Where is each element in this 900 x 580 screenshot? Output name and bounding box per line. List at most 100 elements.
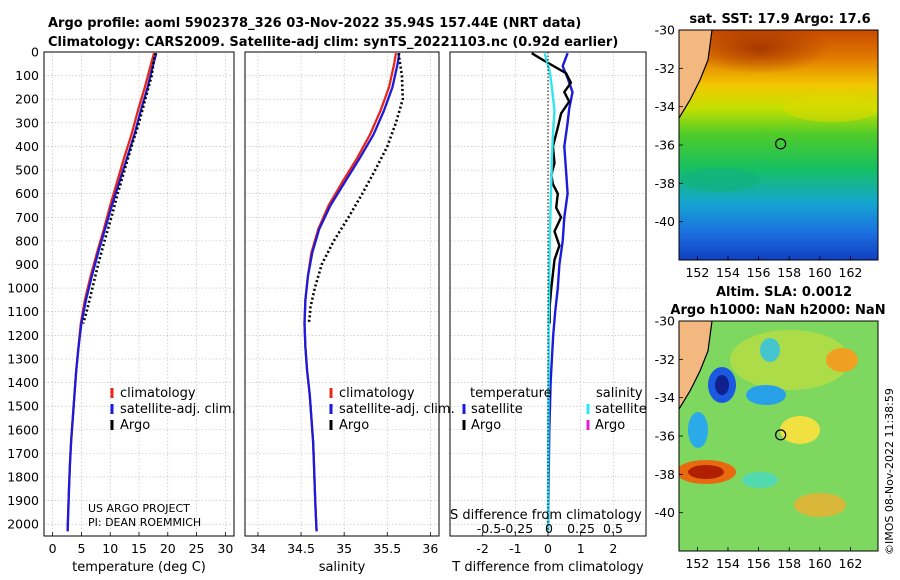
map-y-tick-label: -36 (655, 429, 675, 444)
map-y-tick-label: -34 (655, 99, 675, 114)
project-label: US ARGO PROJECT (88, 502, 190, 515)
x-tick-label: 34 (250, 541, 266, 556)
y-tick-label: 1300 (7, 351, 39, 366)
x-tick-label: 25 (189, 541, 205, 556)
sla-coastline (679, 321, 713, 410)
title-line-1: Argo profile: aoml 5902378_326 03-Nov-20… (48, 16, 581, 31)
y-tick-label: 900 (15, 257, 39, 272)
map-y-tick-label: -32 (655, 352, 675, 367)
sla-blob (730, 330, 850, 390)
map-x-tick-label: 154 (716, 556, 740, 571)
x-tick-label: 34.5 (287, 541, 315, 556)
s-tick-label: 0.5 (603, 521, 623, 536)
timestamp: ©IMOS 08-Nov-2022 11:38:59 (883, 388, 896, 555)
sst-map-title: sat. SST: 17.9 Argo: 17.6 (689, 12, 870, 27)
map-x-tick-label: 156 (747, 265, 771, 280)
y-tick-label: 400 (15, 139, 39, 154)
legend-t-satellite: satellite (471, 402, 523, 417)
sla-high-4 (794, 493, 846, 517)
s-tick-label: -0.5 (477, 521, 501, 536)
y-tick-label: 500 (15, 163, 39, 178)
map-x-tick-label: 162 (839, 556, 863, 571)
sla-map-axes: 152 154 156 158 160 162 -30 -32 -34 -36 -38 -40 (655, 314, 863, 572)
legend-s-satellite: satellite (595, 402, 647, 417)
sst-warm-core (690, 30, 830, 74)
map-x-tick-label: 156 (747, 556, 771, 571)
sst-patch (680, 168, 760, 192)
sst-map: 152 154 156 158 160 162 -30 -32 -34 -36 -38 -40 (655, 23, 879, 281)
difference-legend: temperature salinity satellite Argo sate… (462, 386, 647, 433)
axes-frame (43, 51, 235, 537)
map-x-tick-label: 160 (808, 265, 832, 280)
x-tick-label: -2 (476, 541, 488, 556)
y-tick-label: 700 (15, 210, 39, 225)
series-satellite-adj-clim- (303, 53, 401, 532)
sla-patch (742, 472, 778, 488)
series-climatology (303, 53, 398, 532)
x-tick-label: 1 (577, 541, 585, 556)
series-argo (307, 53, 405, 324)
x-tick-label: 15 (131, 541, 147, 556)
sla-land (679, 321, 712, 409)
map-y-tick-label: -32 (655, 61, 675, 76)
y-tick-label: 1800 (7, 469, 39, 484)
map-x-tick-label: 160 (808, 556, 832, 571)
sla-float-marker (775, 429, 787, 441)
legend-argo: Argo (120, 418, 150, 433)
series-argo (81, 52, 157, 324)
s-difference-label: S difference from climatology (450, 508, 642, 523)
sla-map: 152 154 156 158 160 162 -30 -32 -34 -36 -38 -40 (655, 314, 879, 572)
legend-t-argo: Argo (471, 418, 501, 433)
sla-low-4 (688, 412, 708, 448)
salinity-panel: 34 34.5 35 35.5 36 salinity (244, 51, 440, 575)
s-difference-ticks: -0.5 -0.25 0 0.25 0.5 (477, 521, 623, 536)
series-climatology (66, 52, 156, 532)
sst-map-axes: 152 154 156 158 160 162 -30 -32 -34 -36 -38 -40 (655, 23, 863, 281)
legend-header-salinity: salinity (596, 386, 643, 401)
axes-frame (244, 51, 440, 537)
sla-high-2 (780, 416, 820, 444)
y-tick-label: 1200 (7, 328, 39, 343)
legend-satellite: satellite-adj. clim. (339, 402, 455, 417)
map-y-tick-label: -40 (655, 214, 675, 229)
series-salinity-satellite (543, 52, 556, 532)
x-tick-label: 20 (160, 541, 176, 556)
y-tick-label: 1900 (7, 493, 39, 508)
sla-high-1-core (688, 465, 724, 479)
series-temperature-satellite (546, 52, 574, 532)
map-x-tick-label: 152 (685, 556, 709, 571)
legend-climatology: climatology (120, 386, 196, 401)
map-x-tick-label: 158 (777, 265, 801, 280)
temperature-panel: 0100200300400500600700800900100011001200… (7, 45, 235, 575)
s-tick-label: 0.25 (567, 521, 595, 536)
y-tick-label: 200 (15, 92, 39, 107)
x-tick-label: 0 (49, 541, 57, 556)
x-tick-label: 30 (217, 541, 233, 556)
map-x-tick-label: 152 (685, 265, 709, 280)
y-tick-label: 1400 (7, 375, 39, 390)
x-tick-label: 2 (609, 541, 617, 556)
y-tick-label: 1100 (7, 304, 39, 319)
sla-low-3 (760, 338, 780, 362)
map-y-tick-label: -38 (655, 176, 675, 191)
sst-coastline (679, 30, 713, 119)
map-y-tick-label: -30 (655, 314, 675, 329)
map-y-tick-label: -40 (655, 505, 675, 520)
legend-header-temperature: temperature (470, 386, 552, 401)
axes-frame (449, 51, 647, 537)
s-tick-label: -0.25 (501, 521, 533, 536)
x-axis-label: salinity (319, 560, 366, 575)
y-tick-label: 1600 (7, 422, 39, 437)
x-tick-label: -1 (509, 541, 521, 556)
y-tick-label: 300 (15, 115, 39, 130)
x-tick-label: 35 (336, 541, 352, 556)
y-tick-label: 600 (15, 186, 39, 201)
sst-float-marker (775, 138, 787, 150)
y-tick-label: 800 (15, 233, 39, 248)
legend-satellite: satellite-adj. clim. (120, 402, 236, 417)
title-line-2: Climatology: CARS2009. Satellite-adj cli… (48, 35, 618, 50)
y-tick-label: 0 (31, 45, 39, 60)
series-satellite-adj-clim- (66, 52, 158, 532)
s-tick-label: 0 (545, 521, 553, 536)
